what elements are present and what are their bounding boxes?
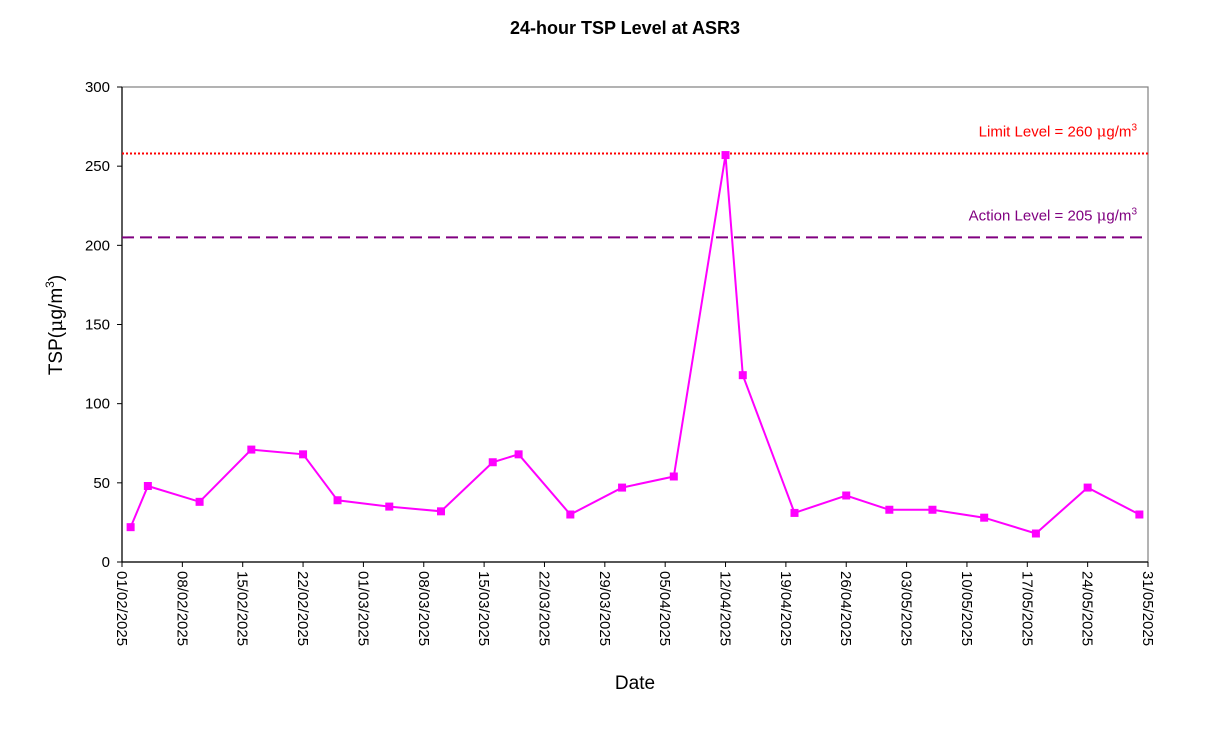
- x-tick-label: 03/05/2025: [898, 571, 915, 646]
- x-tick-label: 15/03/2025: [475, 571, 492, 646]
- plot-area-border: [121, 86, 1149, 563]
- tsp-data-point: [488, 458, 497, 467]
- x-tick-label: 05/04/2025: [656, 571, 673, 646]
- tsp-data-point: [333, 496, 342, 505]
- tsp-data-point: [514, 450, 523, 459]
- action-level-label: Action Level = 205 μg/m3: [969, 206, 1138, 224]
- x-tick-label: 17/05/2025: [1018, 571, 1035, 646]
- tsp-data-point: [618, 483, 627, 492]
- tsp-data-point: [299, 450, 308, 459]
- x-tick-label: 24/05/2025: [1079, 571, 1096, 646]
- x-tick-label: 10/05/2025: [958, 571, 975, 646]
- tsp-data-point: [437, 507, 446, 516]
- limit-level-label: Limit Level = 260 μg/m3: [979, 123, 1138, 141]
- x-tick-label: 22/03/2025: [535, 571, 552, 646]
- y-tick-label: 300: [85, 79, 110, 96]
- x-tick-label: 15/02/2025: [234, 571, 251, 646]
- y-axis-title: TSP(μg/m3): [43, 275, 67, 375]
- y-tick-label: 150: [85, 317, 110, 334]
- x-tick-label: 01/02/2025: [113, 571, 130, 646]
- chart-title: 24-hour TSP Level at ASR3: [510, 18, 740, 38]
- tsp-data-point: [980, 513, 989, 522]
- x-tick-label: 31/05/2025: [1139, 571, 1156, 646]
- x-tick-label: 22/02/2025: [294, 571, 311, 646]
- tsp-data-point: [143, 482, 152, 490]
- tsp-data-point: [721, 151, 730, 160]
- x-tick-label: 12/04/2025: [717, 571, 734, 646]
- y-tick-label: 0: [102, 554, 110, 571]
- tsp-data-point: [247, 445, 256, 454]
- tsp-data-point: [738, 371, 747, 380]
- y-tick-label: 50: [93, 475, 110, 492]
- y-tick-label: 100: [85, 396, 110, 413]
- tsp-data-point: [566, 510, 575, 519]
- tsp-data-point: [195, 497, 204, 506]
- y-tick-label: 250: [85, 158, 110, 175]
- x-tick-label: 08/03/2025: [415, 571, 432, 646]
- tsp-data-point: [669, 472, 678, 481]
- tsp-data-point: [126, 523, 135, 532]
- x-tick-label: 19/04/2025: [777, 571, 794, 646]
- tsp-data-point: [1031, 529, 1040, 538]
- tsp-data-point: [385, 502, 394, 511]
- tsp-data-point: [1083, 483, 1092, 492]
- y-tick-label: 200: [85, 237, 110, 254]
- tsp-data-point: [1135, 510, 1144, 519]
- x-tick-label: 26/04/2025: [837, 571, 854, 646]
- tsp-data-point: [928, 505, 937, 514]
- tsp-data-point: [842, 491, 851, 500]
- tsp-data-point: [790, 508, 799, 517]
- x-tick-label: 29/03/2025: [596, 571, 613, 646]
- x-axis-title: Date: [615, 673, 655, 694]
- tsp-data-point: [885, 505, 894, 514]
- x-tick-label: 08/02/2025: [173, 571, 190, 646]
- x-tick-label: 01/03/2025: [354, 571, 371, 646]
